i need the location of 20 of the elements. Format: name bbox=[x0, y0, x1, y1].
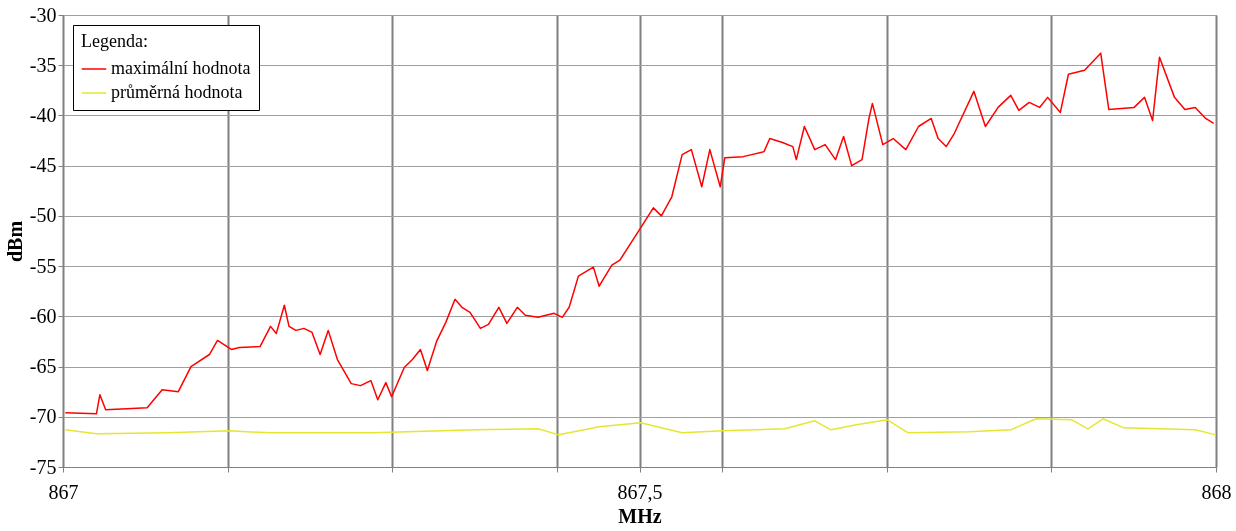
y-tick-label: -50 bbox=[29, 204, 57, 227]
legend-label: průměrná hodnota bbox=[111, 82, 243, 102]
x-tick-label: 868 bbox=[1201, 480, 1232, 503]
legend-title: Legenda: bbox=[81, 31, 148, 51]
y-tick-label: -35 bbox=[29, 53, 57, 76]
line-series bbox=[64, 418, 1217, 436]
x-tick-label: 867,5 bbox=[617, 480, 663, 503]
x-axis-title: MHz bbox=[618, 504, 662, 527]
y-tick-label: -40 bbox=[29, 103, 57, 126]
y-tick-label: -75 bbox=[29, 455, 57, 478]
y-tick-label: -45 bbox=[29, 154, 57, 177]
y-tick-label: -55 bbox=[29, 254, 57, 277]
y-tick-label: -30 bbox=[29, 3, 57, 26]
line-series bbox=[64, 52, 1215, 415]
y-tick-label: -65 bbox=[29, 355, 57, 378]
y-tick-label: -60 bbox=[29, 304, 57, 327]
y-axis-title: dBm bbox=[3, 220, 26, 263]
x-tick-label: 867 bbox=[48, 480, 79, 503]
legend-label: maximální hodnota bbox=[111, 58, 251, 78]
y-tick-label: -70 bbox=[29, 405, 57, 428]
